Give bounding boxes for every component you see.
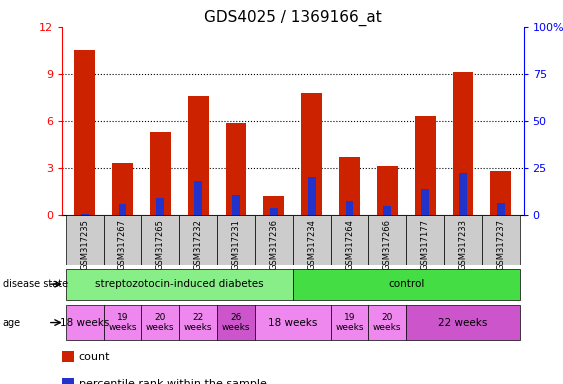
Text: GSM317232: GSM317232 — [194, 219, 203, 270]
Bar — [301, 93, 322, 215]
Bar — [217, 305, 255, 340]
Bar — [368, 215, 406, 265]
Bar — [368, 305, 406, 340]
Bar — [490, 171, 511, 215]
Bar — [232, 195, 240, 215]
Bar — [104, 215, 141, 265]
Bar — [308, 177, 316, 215]
Bar — [346, 201, 354, 215]
Bar — [293, 215, 330, 265]
Bar — [406, 215, 444, 265]
Bar — [339, 157, 360, 215]
Text: GSM317236: GSM317236 — [269, 219, 278, 270]
Text: GSM317237: GSM317237 — [497, 219, 506, 270]
Bar — [179, 305, 217, 340]
Bar — [330, 215, 368, 265]
Text: percentile rank within the sample: percentile rank within the sample — [79, 379, 267, 384]
Text: GSM317235: GSM317235 — [80, 219, 89, 270]
Bar — [421, 189, 429, 215]
Text: GSM317231: GSM317231 — [231, 219, 240, 270]
Text: 18 weeks: 18 weeks — [60, 318, 109, 328]
Bar — [453, 72, 473, 215]
Bar — [157, 198, 164, 215]
Text: 22 weeks: 22 weeks — [439, 318, 488, 328]
Text: disease state: disease state — [3, 279, 68, 289]
Bar — [482, 215, 520, 265]
Bar — [81, 214, 88, 215]
Bar — [119, 204, 127, 215]
Bar — [141, 215, 179, 265]
Bar — [383, 207, 391, 215]
Text: 19
weeks: 19 weeks — [108, 313, 137, 332]
Text: 20
weeks: 20 weeks — [146, 313, 175, 332]
Bar — [141, 305, 179, 340]
Text: GSM317234: GSM317234 — [307, 219, 316, 270]
Bar — [293, 269, 520, 300]
Text: 22
weeks: 22 weeks — [184, 313, 212, 332]
Bar — [255, 305, 330, 340]
Text: 19
weeks: 19 weeks — [336, 313, 364, 332]
Text: 18 weeks: 18 weeks — [268, 318, 318, 328]
Bar — [74, 50, 95, 215]
Text: GSM317177: GSM317177 — [421, 219, 430, 270]
Bar — [497, 203, 505, 215]
Bar — [406, 305, 520, 340]
Bar — [187, 96, 208, 215]
Bar — [66, 269, 293, 300]
Text: count: count — [79, 352, 110, 362]
Text: control: control — [388, 279, 425, 289]
Bar — [270, 208, 278, 215]
Text: GSM317264: GSM317264 — [345, 219, 354, 270]
Text: 26
weeks: 26 weeks — [222, 313, 250, 332]
Text: age: age — [3, 318, 21, 328]
Bar — [415, 116, 436, 215]
Bar — [179, 215, 217, 265]
Bar — [66, 305, 104, 340]
Title: GDS4025 / 1369166_at: GDS4025 / 1369166_at — [204, 9, 382, 25]
Bar — [104, 305, 141, 340]
Text: streptozotocin-induced diabetes: streptozotocin-induced diabetes — [95, 279, 263, 289]
Bar — [255, 215, 293, 265]
Bar — [377, 166, 398, 215]
Bar — [112, 163, 133, 215]
Text: GSM317267: GSM317267 — [118, 219, 127, 270]
Bar — [66, 215, 104, 265]
Bar — [150, 132, 171, 215]
Text: GSM317266: GSM317266 — [383, 219, 392, 270]
Bar — [226, 122, 247, 215]
Bar — [217, 215, 255, 265]
Bar — [444, 215, 482, 265]
Text: GSM317265: GSM317265 — [156, 219, 165, 270]
Bar — [330, 305, 368, 340]
Bar — [194, 180, 202, 215]
Bar — [263, 196, 284, 215]
Bar — [459, 173, 467, 215]
Text: 20
weeks: 20 weeks — [373, 313, 401, 332]
Text: GSM317233: GSM317233 — [458, 219, 467, 270]
